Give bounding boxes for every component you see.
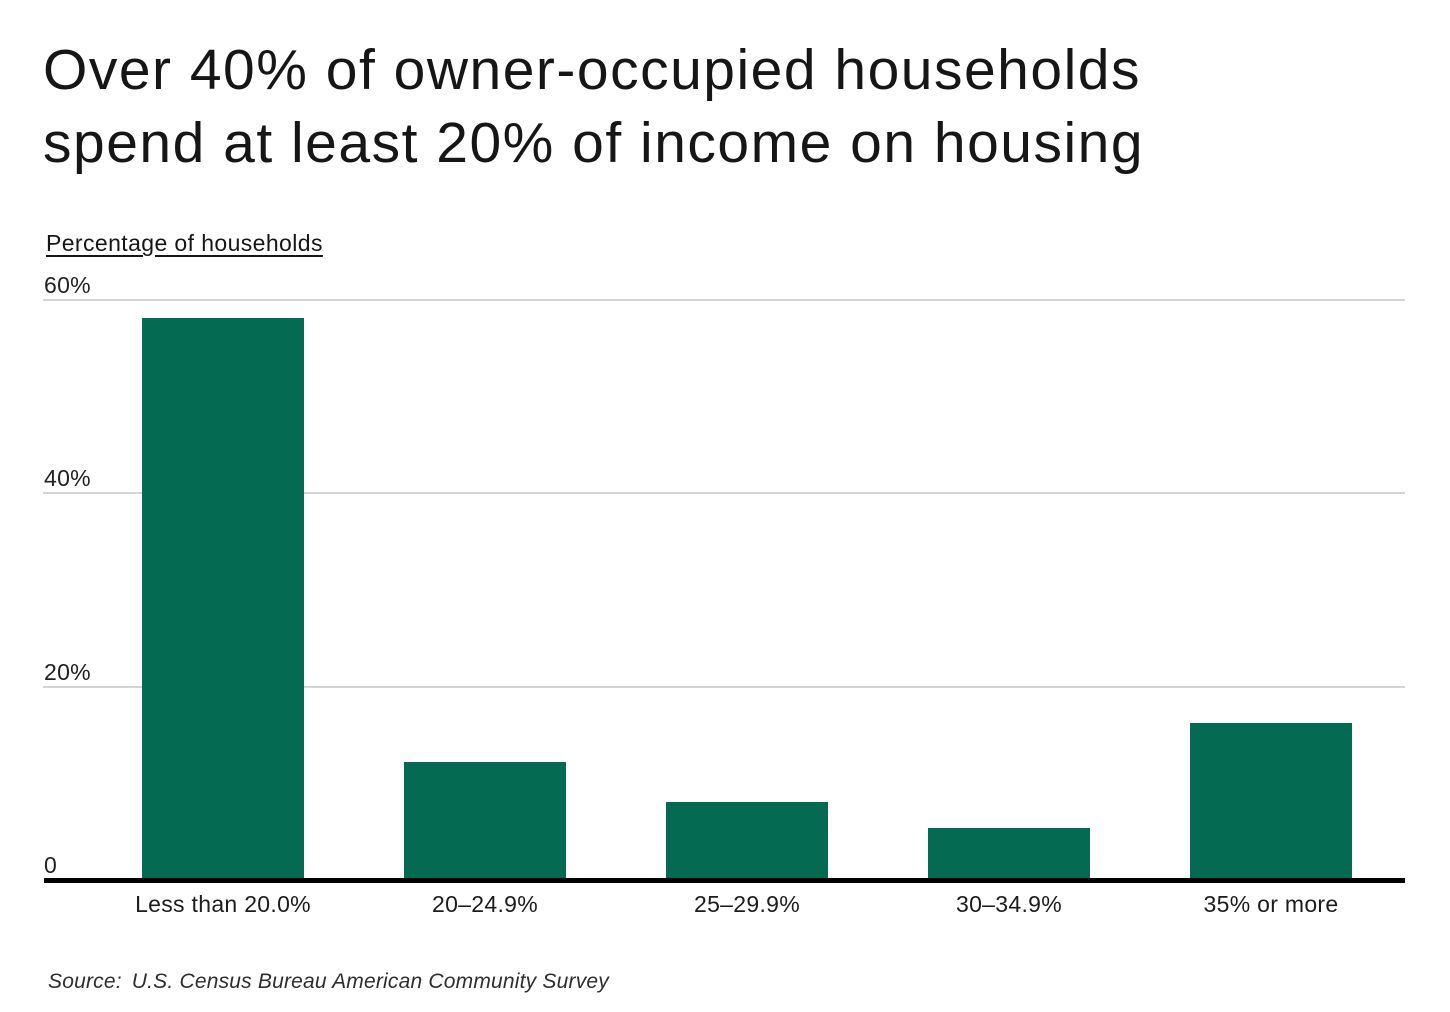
x-tick-label-4: 35% or more [1203, 891, 1339, 917]
x-axis-line [44, 878, 1405, 883]
source-note: Source: U.S. Census Bureau American Commu… [48, 970, 609, 994]
y-tick-label-0: 0 [44, 852, 58, 878]
gridline-60 [43, 299, 1405, 301]
plot-area: 60% 40% 20% 0 Less than 20.0% 20–24.9% 25–29.9… [43, 272, 1405, 917]
gridline-20 [43, 685, 1405, 688]
source-label: Source: [48, 970, 122, 993]
y-axis-title: Percentage of households [46, 230, 323, 256]
x-tick-label-2: 25–29.9% [694, 891, 800, 917]
bar-0 [142, 318, 304, 880]
x-tick-label-0: Less than 20.0% [135, 891, 311, 917]
chart-title: Over 40% of owner-occupied households sp… [43, 34, 1144, 180]
bar-4 [1190, 723, 1352, 880]
x-tick-label-3: 30–34.9% [956, 891, 1062, 917]
y-tick-label-40: 40% [44, 465, 91, 492]
x-tick-label-1: 20–24.9% [432, 891, 538, 917]
bar-1 [404, 762, 566, 880]
source-text: U.S. Census Bureau American Community Su… [131, 970, 609, 993]
y-tick-label-60: 60% [44, 272, 91, 298]
bar-2 [666, 801, 828, 880]
bar-3 [928, 827, 1090, 880]
y-tick-label-20: 20% [44, 658, 91, 685]
gridline-40 [43, 492, 1405, 495]
chart-title-line1: Over 40% of owner-occupied households [43, 38, 1141, 102]
chart-title-line2: spend at least 20% of income on housing [43, 111, 1145, 175]
